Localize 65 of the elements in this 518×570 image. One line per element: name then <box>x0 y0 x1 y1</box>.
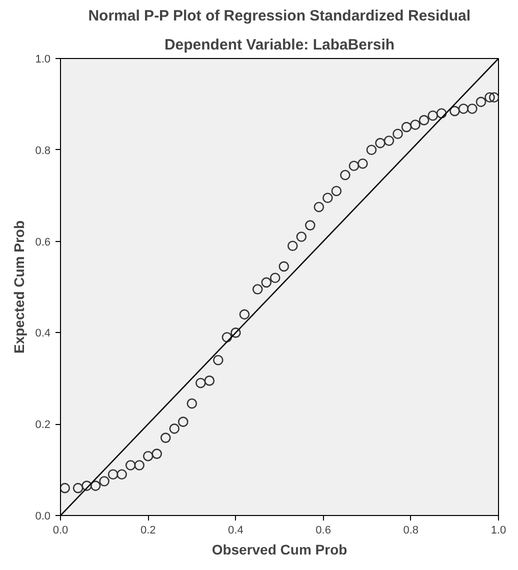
point <box>125 460 136 470</box>
point <box>467 104 478 114</box>
y-tick-label: 0.2 <box>35 419 51 432</box>
point <box>60 482 70 494</box>
y-tick-label: 1.0 <box>35 54 51 66</box>
y-tick-label: 0.0 <box>35 510 51 522</box>
point <box>428 110 438 121</box>
x-tick-label: 0.8 <box>403 524 419 536</box>
x-tick-label: 0.4 <box>228 524 244 536</box>
point <box>392 128 403 140</box>
point <box>152 448 162 459</box>
point <box>169 424 180 434</box>
point <box>99 476 110 486</box>
point <box>160 432 171 443</box>
point <box>134 460 144 470</box>
point <box>436 108 447 118</box>
point <box>384 136 394 146</box>
point <box>340 170 350 180</box>
point <box>90 480 101 491</box>
point <box>230 328 241 338</box>
point <box>204 376 215 386</box>
x-tick-label: 0.2 <box>140 524 156 536</box>
point <box>458 104 469 114</box>
point <box>322 192 333 204</box>
point <box>116 469 127 480</box>
point <box>108 469 118 480</box>
point <box>366 144 377 156</box>
point <box>348 160 360 172</box>
point <box>484 92 495 102</box>
y-tick-label: 0.8 <box>35 144 51 157</box>
point <box>278 261 290 272</box>
chart-title: Normal P-P Plot of Regression Standardized Residual <box>88 8 471 24</box>
x-tick-label: 1.0 <box>490 524 506 536</box>
point <box>222 332 232 342</box>
point <box>488 92 498 102</box>
point <box>287 240 298 252</box>
point <box>296 232 307 242</box>
point <box>410 120 420 130</box>
point <box>305 220 316 230</box>
point <box>261 277 272 288</box>
point <box>82 480 92 491</box>
point <box>375 138 386 148</box>
point <box>186 398 198 409</box>
y-axis-title: Expected Cum Prob <box>11 220 28 354</box>
point <box>252 284 263 294</box>
point <box>239 309 250 320</box>
point <box>401 122 412 132</box>
point <box>314 202 324 212</box>
x-tick-label: 0.0 <box>52 524 68 536</box>
point <box>270 272 280 283</box>
point <box>331 186 342 196</box>
x-axis-title: Observed Cum Prob <box>212 542 348 558</box>
point <box>450 106 460 116</box>
chart-subtitle: Dependent Variable: LabaBersih <box>164 36 395 54</box>
x-tick-label: 0.6 <box>316 524 331 536</box>
point <box>418 115 430 126</box>
point <box>358 158 368 169</box>
y-tick-label: 0.4 <box>35 328 51 340</box>
point <box>178 416 188 427</box>
point <box>72 482 84 494</box>
point <box>476 96 486 108</box>
point <box>213 354 224 366</box>
point <box>196 378 206 388</box>
point <box>142 450 154 462</box>
y-tick-label: 0.6 <box>35 236 51 248</box>
